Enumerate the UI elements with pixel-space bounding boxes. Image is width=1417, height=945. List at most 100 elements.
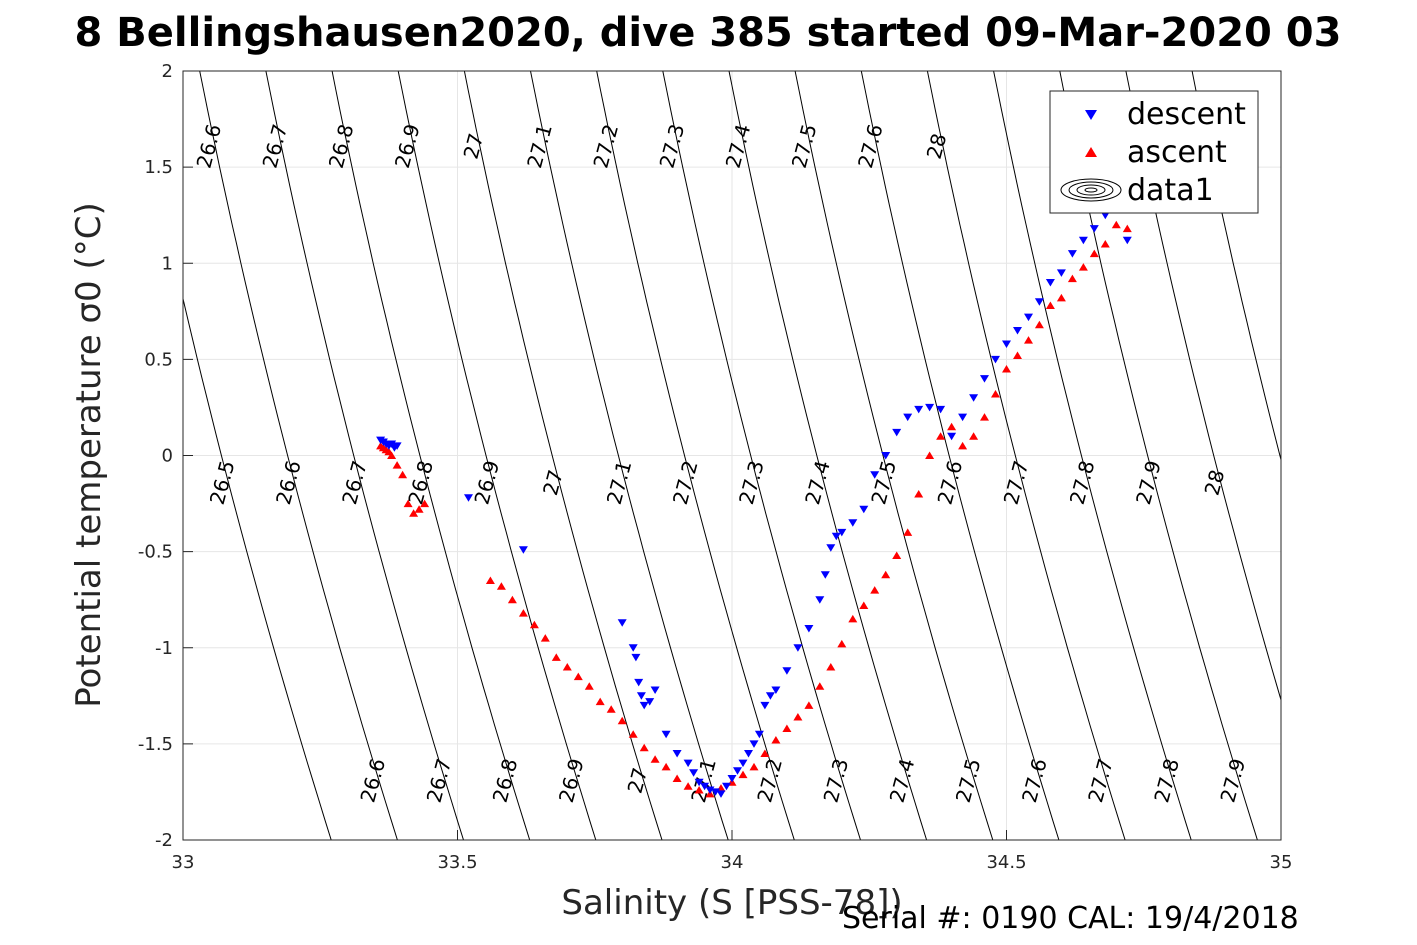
x-axis-label: Salinity (S [PSS-78]) [561, 883, 902, 923]
serial-calibration-note: Serial #: 0190 CAL: 19/4/2018 [842, 901, 1299, 936]
y-tick-label: 0 [162, 446, 173, 467]
descent-point [392, 442, 402, 450]
descent-point [771, 686, 781, 694]
ascent-point [409, 509, 419, 517]
descent-point [634, 678, 644, 687]
ascent-point [793, 713, 803, 721]
ascent-point [529, 620, 539, 629]
legend-descent-marker [1085, 110, 1097, 120]
descent-point [639, 701, 649, 710]
ascent-point [573, 672, 583, 681]
descent-point [914, 405, 924, 414]
legend-ascent-marker [1085, 147, 1097, 157]
descent-point [1067, 250, 1077, 258]
ascent-point [903, 528, 913, 536]
legend-descent-label: descent [1127, 97, 1246, 132]
ascent-point [826, 663, 836, 671]
ascent-point [738, 770, 748, 779]
ascent-point [617, 716, 627, 725]
descent-series [376, 192, 1132, 798]
descent-point [645, 698, 655, 706]
ascent-point [507, 595, 517, 604]
descent-point [1002, 340, 1011, 348]
descent-point [936, 405, 946, 414]
ascent-point [749, 762, 759, 771]
descent-point [1034, 298, 1044, 306]
ascent-point [414, 505, 424, 513]
isopycnal-26.8 [331, 71, 531, 840]
descent-point [733, 767, 742, 775]
ascent-point [1056, 293, 1066, 302]
descent-point [661, 730, 671, 739]
y-tick-label: -1 [155, 638, 173, 659]
isopycnal-27.4 [728, 71, 928, 840]
descent-point [711, 788, 720, 796]
ascent-point [958, 441, 968, 450]
ascent-point [540, 634, 550, 642]
ascent-point [815, 682, 825, 690]
descent-point [1024, 313, 1033, 322]
descent-point [694, 778, 704, 787]
ascent-point [661, 762, 671, 771]
descent-point [700, 782, 710, 791]
ascent-point [991, 390, 1000, 398]
descent-point [689, 769, 699, 777]
ascent-point [1111, 220, 1121, 229]
isopycnal-27.6 [860, 71, 1060, 840]
descent-point [705, 786, 715, 794]
descent-point [683, 759, 693, 768]
descent-point [617, 619, 627, 627]
ascent-point [925, 451, 935, 459]
descent-point [892, 428, 902, 437]
y-tick-label: -2 [155, 830, 173, 851]
descent-point [958, 413, 968, 422]
descent-point [1013, 327, 1022, 335]
x-axis-ticks: 33 33.5 34 34.5 35 [172, 830, 1293, 873]
ascent-point [881, 570, 891, 579]
isopycnal-27.7 [926, 71, 1126, 840]
ascent-point [562, 663, 572, 671]
ascent-point [936, 432, 946, 440]
ascent-point [496, 582, 506, 590]
isopycnal-26.6 [199, 71, 398, 840]
ascent-point [804, 701, 814, 709]
descent-point [464, 494, 473, 502]
descent-point [727, 775, 737, 783]
isopycnal-27.3 [662, 71, 861, 840]
descent-point [1056, 269, 1066, 277]
ascent-point [1100, 240, 1110, 248]
isopycnal-27.5 [794, 71, 994, 840]
ascent-point [584, 682, 594, 690]
ascent-point [1078, 263, 1088, 271]
descent-point [760, 701, 770, 710]
y-axis-ticks: 2 1.5 1 0.5 0 -0.5 -1 -1.5 -2 [138, 61, 193, 851]
isopycnal-27.1 [530, 71, 729, 840]
ascent-point [1045, 301, 1055, 309]
ascent-point [870, 586, 880, 594]
isopycnal-26.7 [265, 71, 464, 840]
descent-point [628, 644, 638, 652]
ascent-point [1034, 320, 1044, 329]
descent-point [1122, 236, 1132, 245]
ascent-point [420, 499, 430, 508]
descent-point [631, 653, 641, 662]
ascent-point [683, 782, 693, 790]
descent-point [782, 667, 792, 675]
descent-point [738, 759, 748, 768]
y-axis-label: Potential temperature σ0 (°C) [69, 202, 109, 708]
legend-contour-icon [1060, 178, 1122, 202]
descent-point [815, 596, 825, 604]
descent-point [744, 750, 753, 758]
isopycnal-27.2 [596, 71, 795, 840]
ascent-point [848, 614, 858, 623]
x-tick-label: 34 [721, 852, 744, 873]
legend: descent ascent data1 [1049, 90, 1259, 214]
descent-point [947, 432, 957, 441]
y-tick-label: 0.5 [144, 349, 173, 370]
descent-point [1045, 279, 1055, 287]
ascent-point [892, 551, 902, 559]
descent-point [518, 546, 528, 554]
isopycnal-26.5 [183, 296, 332, 840]
x-tick-label: 35 [1270, 852, 1293, 873]
